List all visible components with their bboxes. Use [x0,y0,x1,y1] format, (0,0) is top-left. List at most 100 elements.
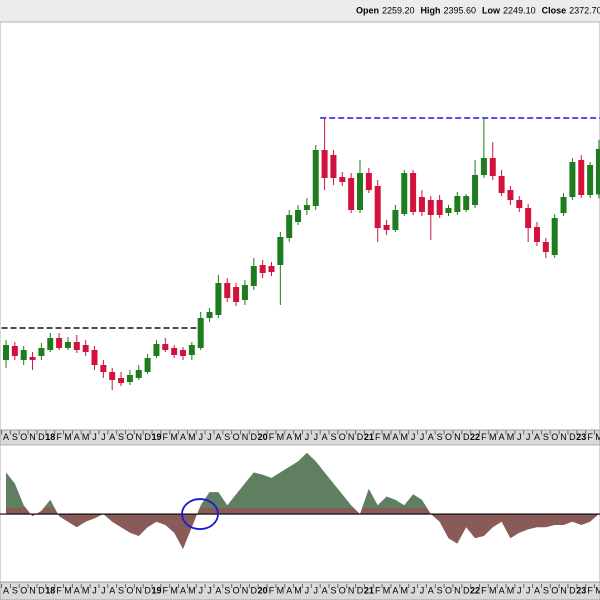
osc-x-tick-label: F [56,585,62,595]
x-tick-label: O [339,432,346,442]
candle-body [551,218,558,255]
ohlc-header: Open 2259.20 High 2395.60 Low 2249.10 Close 237… [356,5,600,15]
candle-body [312,150,319,206]
x-tick-label: A [499,432,505,442]
x-tick-label: A [180,432,186,442]
x-tick-label: O [20,432,27,442]
x-tick-label: M [507,432,515,442]
candle-body [587,165,594,195]
candle-body [578,160,585,195]
osc-x-tick-label: J [517,585,522,595]
x-tick-label: N [242,432,249,442]
x-tick-label: J [517,432,522,442]
x-tick-label: O [551,432,558,442]
price-panel [0,21,600,431]
x-tick-label: A [74,432,80,442]
osc-x-tick-label: A [286,585,292,595]
x-tick-label: M [401,432,409,442]
osc-x-tick-label: A [322,585,328,595]
osc-x-tick-label: M [82,585,90,595]
candle-body [534,227,540,242]
header-value: 2259.20 [382,5,415,15]
osc-x-tick-label: O [339,585,346,595]
candle-body [463,196,470,210]
osc-x-tick-label: S [224,585,230,595]
candle-body [233,287,240,302]
x-tick-label: M [188,432,196,442]
x-tick-label: A [3,432,9,442]
x-tick-label: 18 [45,432,55,442]
osc-x-tick-label: 21 [364,585,374,595]
osc-x-tick-label: F [587,585,593,595]
osc-x-tick-label: F [481,585,487,595]
x-tick-label: M [489,432,497,442]
osc-x-tick-label: D [569,585,576,595]
x-tick-label: F [56,432,62,442]
osc-x-tick-label: A [499,585,505,595]
osc-x-tick-label: M [170,585,178,595]
osc-x-tick-label: A [534,585,540,595]
osc-x-tick-label: 23 [576,585,586,595]
candle-body [144,358,151,372]
x-tick-label: J [92,432,97,442]
candle-body [20,350,27,360]
candle-body [197,318,204,348]
header-label: Close [542,5,567,15]
candle-body [268,266,275,272]
osc-x-tick-label: N [560,585,567,595]
x-tick-label: N [136,432,143,442]
x-tick-label: A [392,432,398,442]
candle-body [365,173,372,190]
x-tick-label: M [595,432,600,442]
osc-x-tick-label: S [330,585,336,595]
candle-body [91,350,98,365]
x-tick-label: D [144,432,151,442]
osc-x-tick-label: F [375,585,381,595]
candle-body [427,200,434,215]
candle-body [135,370,142,378]
x-tick-label: S [12,432,18,442]
osc-x-tick-label: D [463,585,470,595]
x-tick-label: 21 [364,432,374,442]
candle-body [286,215,293,238]
x-tick-label: F [587,432,593,442]
x-tick-label: M [82,432,90,442]
candle-body [330,155,337,178]
candle-body [357,173,363,210]
x-tick-label: N [348,432,355,442]
candle-body [259,265,266,273]
candle-body [215,283,222,315]
x-tick-label: D [463,432,470,442]
x-tick-label: F [163,432,169,442]
osc-x-tick-label: D [251,585,258,595]
osc-x-tick-label: F [163,585,169,595]
candle-body [383,225,390,230]
x-tick-label: S [437,432,443,442]
header-value: 2395.60 [444,5,477,15]
candle-body [277,237,284,265]
header-value: 2372.70 [569,5,600,15]
candle-body [569,162,576,197]
osc-x-tick-label: O [20,585,27,595]
candle-body [250,266,257,286]
osc-x-tick-label: J [198,585,203,595]
x-tick-label: O [445,432,452,442]
x-tick-label: J [207,432,212,442]
x-tick-label: A [428,432,434,442]
x-tick-label: O [126,432,133,442]
x-tick-label: O [233,432,240,442]
candle-body [516,200,523,208]
candle-body [206,312,213,318]
candle-body [454,196,461,212]
candle-body [472,175,479,205]
osc-x-tick-label: 18 [45,585,55,595]
osc-x-tick-label: A [428,585,434,595]
header-value: 2249.10 [503,5,536,15]
x-tick-label: N [454,432,461,442]
candle-body [224,283,231,298]
osc-x-tick-label: A [215,585,221,595]
candle-body [374,186,381,228]
osc-x-tick-label: A [180,585,186,595]
x-tick-label: J [305,432,310,442]
